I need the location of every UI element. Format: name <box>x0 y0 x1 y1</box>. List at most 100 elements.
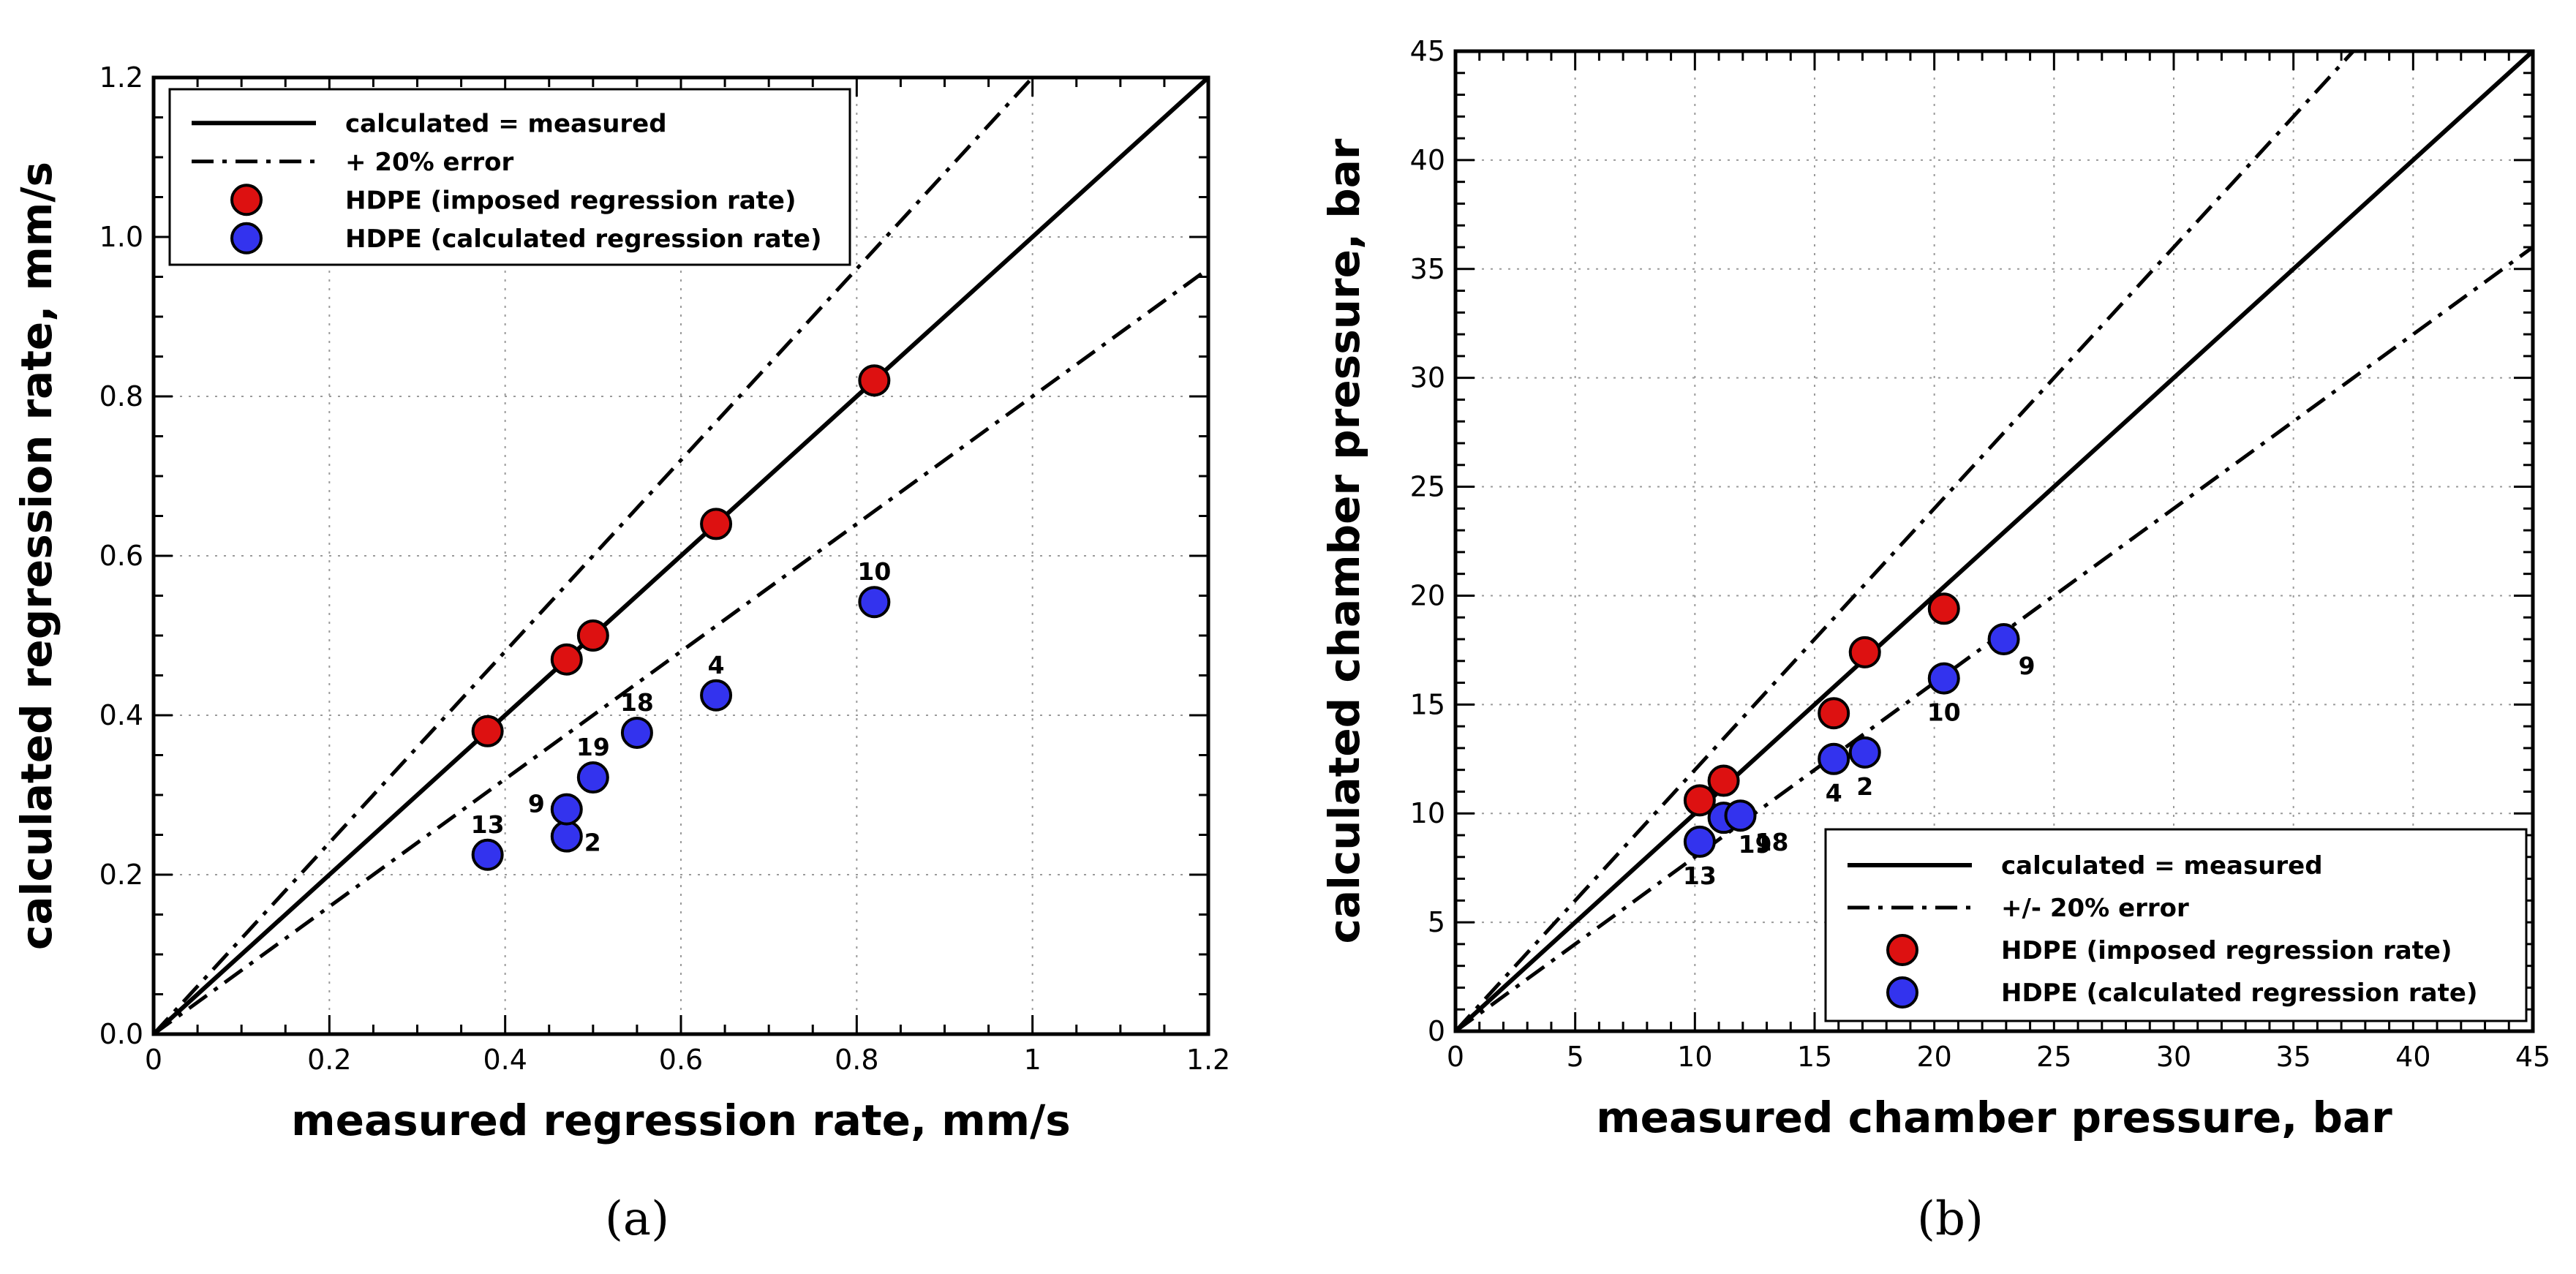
a-point-s1 <box>700 679 733 712</box>
panel-a-reference-lines <box>151 75 1210 1036</box>
a-legend-label: HDPE (imposed regression rate) <box>345 186 796 215</box>
a-x-tick-label: 0.4 <box>483 1044 527 1076</box>
b-y-tick-label: 0 <box>1428 1015 1445 1047</box>
a-x-tick-label: 0 <box>145 1044 162 1076</box>
b-reference-line-0 <box>1453 49 2535 1033</box>
b-y-tick-label: 10 <box>1410 797 1445 829</box>
b-legend-label: HDPE (imposed regression rate) <box>2001 936 2452 965</box>
panel-a-y-axis-title: calculated regression rate, mm/s <box>12 162 61 950</box>
b-point-s0 <box>1818 697 1850 730</box>
a-point-s1 <box>576 761 609 794</box>
a-point-label: 10 <box>857 557 891 586</box>
a-point-s0 <box>471 715 504 747</box>
b-point-s0 <box>1683 784 1716 817</box>
b-point-label: 19 <box>1739 830 1772 859</box>
a-y-tick-label: 1.0 <box>99 221 143 253</box>
b-point-s1 <box>1724 799 1757 832</box>
panel-b-legend: calculated = measured +/- 20% error HDPE (… <box>1824 828 2528 1022</box>
b-point-s1 <box>1987 623 2020 655</box>
panel-b-x-axis-title: measured chamber pressure, bar <box>1596 1093 2392 1142</box>
b-x-tick-label: 45 <box>2515 1041 2550 1073</box>
a-x-tick-label: 0.8 <box>835 1044 878 1076</box>
a-point-label: 13 <box>471 810 505 839</box>
b-point-s1 <box>1848 736 1881 769</box>
b-x-tick-label: 10 <box>1677 1041 1712 1073</box>
a-point-label: 9 <box>528 790 545 818</box>
b-x-tick-label: 5 <box>1567 1041 1584 1073</box>
a-point-s0 <box>700 508 733 540</box>
panel-a-caption: (a) <box>605 1192 669 1246</box>
b-x-tick-label: 15 <box>1797 1041 1832 1073</box>
b-legend-label: HDPE (calculated regression rate) <box>2001 979 2477 1008</box>
b-point-s0 <box>1927 592 1960 625</box>
a-y-tick-label: 0.6 <box>99 540 143 572</box>
a-y-tick-label: 0.8 <box>99 380 143 412</box>
panel-b-plot-frame <box>1453 49 2535 1033</box>
b-legend-marker <box>1886 934 1918 966</box>
panel-a-data-points: 13 2 9 19 18 4 10 <box>471 364 891 871</box>
a-reference-line-0 <box>151 75 1210 1036</box>
a-legend-marker <box>230 222 263 255</box>
panel-a-legend: calculated = measured + 20% error HDPE (im… <box>168 88 851 266</box>
panel-a-ticks: 0 0.2 0.4 0.6 0.8 1 1.2 0.0 0.2 0.4 0.6 0.8 1.0 1.2 <box>99 61 1231 1076</box>
b-point-label: 9 <box>2019 652 2035 680</box>
b-point-s1 <box>1927 662 1960 695</box>
a-x-tick-label: 1.2 <box>1186 1044 1230 1076</box>
a-point-label: 19 <box>576 733 610 761</box>
panel-a-x-axis-title: measured regression rate, mm/s <box>291 1096 1071 1145</box>
panel-b-y-axis-title: calculated chamber pressure, bar <box>1319 138 1369 943</box>
a-y-tick-label: 1.2 <box>99 61 143 94</box>
b-legend-label: +/- 20% error <box>2001 894 2189 923</box>
a-point-label: 4 <box>708 651 725 679</box>
a-point-s1 <box>550 820 583 853</box>
a-point-s1 <box>471 838 504 871</box>
b-y-tick-label: 30 <box>1410 362 1445 394</box>
a-legend-label: HDPE (calculated regression rate) <box>345 225 821 254</box>
a-y-tick-label: 0.0 <box>99 1018 143 1050</box>
b-point-label: 10 <box>1927 698 1961 727</box>
b-y-tick-label: 45 <box>1410 35 1445 67</box>
b-y-tick-label: 15 <box>1410 688 1445 720</box>
a-point-label: 2 <box>584 829 601 857</box>
a-point-s1 <box>620 716 653 749</box>
b-point-s1 <box>1818 742 1850 775</box>
a-y-tick-label: 0.2 <box>99 859 143 891</box>
b-point-label: 4 <box>1826 779 1842 807</box>
a-legend-label: + 20% error <box>345 148 513 177</box>
a-point-s0 <box>858 364 891 397</box>
b-x-tick-label: 20 <box>1916 1041 1951 1073</box>
a-x-tick-label: 0.6 <box>659 1044 703 1076</box>
a-point-label: 18 <box>620 688 654 717</box>
b-x-tick-label: 0 <box>1447 1041 1464 1073</box>
a-x-tick-label: 1 <box>1024 1044 1042 1076</box>
b-legend-marker <box>1886 976 1918 1009</box>
b-x-tick-label: 30 <box>2156 1041 2191 1073</box>
panel-b-ticks: 0 5 10 15 20 25 30 35 40 45 0 5 10 15 20 25 30 35 40 45 <box>1410 35 2551 1073</box>
a-legend-label: calculated = measured <box>345 109 667 138</box>
b-x-tick-label: 35 <box>2275 1041 2311 1073</box>
b-point-label: 13 <box>1683 862 1717 890</box>
b-point-s0 <box>1707 764 1740 797</box>
b-legend-box <box>1824 828 2528 1022</box>
a-point-s1 <box>858 586 891 619</box>
a-y-tick-label: 0.4 <box>99 699 143 731</box>
b-y-tick-label: 25 <box>1410 471 1445 503</box>
b-y-tick-label: 35 <box>1410 253 1445 285</box>
b-y-tick-label: 20 <box>1410 579 1445 611</box>
a-reference-line-2 <box>152 267 1210 1036</box>
a-point-s0 <box>550 643 583 676</box>
a-legend-box <box>168 88 851 266</box>
b-reference-line-1 <box>1454 50 2355 1033</box>
a-point-s0 <box>576 619 609 652</box>
b-point-label: 2 <box>1856 772 1873 801</box>
b-y-tick-label: 40 <box>1410 144 1445 176</box>
b-x-tick-label: 25 <box>2036 1041 2071 1073</box>
b-x-tick-label: 40 <box>2395 1041 2430 1073</box>
a-point-s1 <box>550 793 583 826</box>
panel-b-caption: (b) <box>1917 1192 1984 1246</box>
b-point-label: 18 <box>1755 828 1789 856</box>
a-x-tick-label: 0.2 <box>307 1044 351 1076</box>
